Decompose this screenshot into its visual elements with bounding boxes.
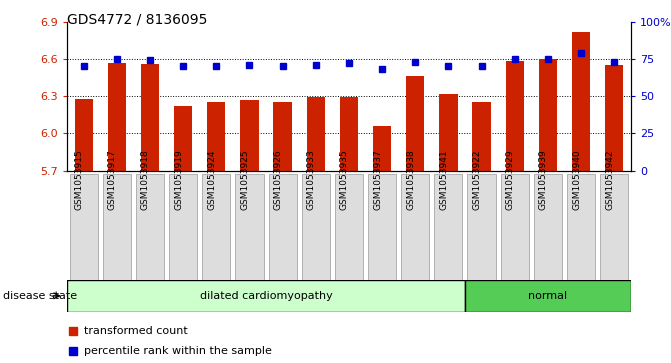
Text: GSM1053918: GSM1053918 <box>141 149 150 210</box>
Bar <box>373 126 391 171</box>
Text: GSM1053917: GSM1053917 <box>108 149 117 210</box>
Bar <box>335 174 363 280</box>
Bar <box>74 99 93 171</box>
Bar <box>368 174 396 280</box>
Text: percentile rank within the sample: percentile rank within the sample <box>84 346 272 356</box>
Bar <box>103 174 131 280</box>
Text: GSM1053919: GSM1053919 <box>174 149 183 210</box>
Text: GSM1053941: GSM1053941 <box>440 149 448 210</box>
Text: GSM1053933: GSM1053933 <box>307 149 316 210</box>
Bar <box>533 174 562 280</box>
Bar <box>434 174 462 280</box>
Text: GSM1053926: GSM1053926 <box>274 149 282 210</box>
Bar <box>207 102 225 171</box>
Bar <box>302 174 330 280</box>
Bar <box>472 102 491 171</box>
Bar <box>274 102 292 171</box>
Text: disease state: disease state <box>3 291 77 301</box>
Bar <box>236 174 264 280</box>
Bar <box>240 100 258 171</box>
Bar <box>67 280 465 312</box>
Text: normal: normal <box>528 291 568 301</box>
Text: GSM1053925: GSM1053925 <box>240 149 250 210</box>
Bar <box>465 280 631 312</box>
Bar <box>572 32 590 171</box>
Bar <box>340 97 358 171</box>
Bar <box>468 174 496 280</box>
Bar <box>307 97 325 171</box>
Text: GSM1053922: GSM1053922 <box>472 149 482 210</box>
Text: GDS4772 / 8136095: GDS4772 / 8136095 <box>67 13 207 27</box>
Text: GSM1053935: GSM1053935 <box>340 149 349 210</box>
Text: GSM1053942: GSM1053942 <box>605 149 614 210</box>
Bar <box>605 65 623 171</box>
Bar <box>406 76 424 171</box>
Text: GSM1053915: GSM1053915 <box>74 149 84 210</box>
Bar <box>539 59 557 171</box>
Bar <box>440 94 458 171</box>
Bar <box>401 174 429 280</box>
Text: GSM1053938: GSM1053938 <box>406 149 415 210</box>
Text: dilated cardiomyopathy: dilated cardiomyopathy <box>200 291 332 301</box>
Bar <box>501 174 529 280</box>
Text: GSM1053924: GSM1053924 <box>207 149 216 210</box>
Text: GSM1053939: GSM1053939 <box>539 149 548 210</box>
Text: GSM1053937: GSM1053937 <box>373 149 382 210</box>
Bar <box>202 174 230 280</box>
Bar <box>268 174 297 280</box>
Bar <box>600 174 628 280</box>
Bar <box>108 63 126 171</box>
Text: transformed count: transformed count <box>84 326 188 336</box>
Text: GSM1053929: GSM1053929 <box>506 149 515 210</box>
Bar <box>169 174 197 280</box>
Text: GSM1053940: GSM1053940 <box>572 149 581 210</box>
Bar <box>136 174 164 280</box>
Bar <box>141 64 159 171</box>
Bar <box>505 61 524 171</box>
Bar <box>70 174 98 280</box>
Bar <box>567 174 595 280</box>
Bar <box>174 106 193 171</box>
